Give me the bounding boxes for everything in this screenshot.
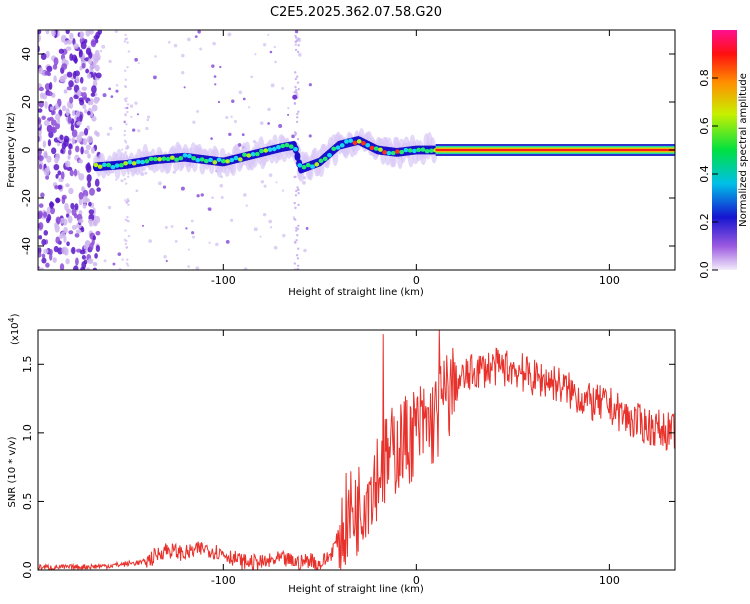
spectrogram-ticks: -100 0 100 -40 -20 0 20 40 bbox=[20, 30, 675, 287]
colorbar-tick-label: 0.6 bbox=[698, 117, 711, 135]
spectrogram-x-tick-label: 100 bbox=[599, 274, 620, 287]
spectrogram-y-tick-label: -20 bbox=[20, 189, 33, 207]
snr-multiplier: (x104) bbox=[7, 313, 21, 345]
colorbar: 0.0 0.2 0.4 0.6 0.8 Normalized spectral ampl… bbox=[698, 30, 749, 279]
spectrogram-y-tick-label: -40 bbox=[20, 237, 33, 255]
snr-x-label: Height of straight line (km) bbox=[288, 584, 424, 595]
snr-multiplier-base: (x10 bbox=[10, 322, 21, 345]
snr-y-label: SNR (10 * v/v) bbox=[7, 436, 18, 507]
snr-y-tick-label: 1.0 bbox=[21, 424, 34, 442]
colorbar-tick-label: 0.8 bbox=[698, 69, 711, 87]
snr-x-tick-label: 0 bbox=[413, 574, 420, 587]
colorbar-gradient bbox=[712, 30, 737, 270]
snr-y-tick-label: 1.5 bbox=[21, 356, 34, 374]
spectrogram-y-tick-label: 40 bbox=[20, 47, 33, 61]
spectrogram-spike bbox=[292, 94, 298, 100]
snr-line bbox=[38, 330, 675, 570]
snr-x-tick-label: -100 bbox=[211, 574, 236, 587]
snr-plot-area bbox=[38, 330, 675, 570]
colorbar-ticks: 0.0 0.2 0.4 0.6 0.8 bbox=[698, 69, 718, 279]
snr-y-tick-label: 0.5 bbox=[21, 493, 34, 511]
colorbar-tick-label: 0.2 bbox=[698, 213, 711, 231]
snr-panel: -100 0 100 0.0 0.5 1.0 1.5 Height of straight … bbox=[7, 313, 676, 595]
spectrogram-y-label: Frequency (Hz) bbox=[6, 112, 17, 188]
spectrogram-y-tick-label: 0 bbox=[20, 147, 33, 154]
chart-title: C2E5.2025.362.07.58.G20 bbox=[270, 5, 442, 20]
snr-frame bbox=[37, 329, 676, 571]
noise-speckle bbox=[38, 30, 312, 270]
tone-band-core bbox=[435, 148, 675, 152]
spectrogram-panel: -100 0 100 -40 -20 0 20 40 Height of straight l… bbox=[6, 29, 676, 298]
frequency-track bbox=[93, 138, 439, 170]
spectrogram-x-tick-label: -100 bbox=[211, 274, 236, 287]
colorbar-tick-label: 0.4 bbox=[698, 165, 711, 183]
spectrogram-y-tick-label: 20 bbox=[20, 95, 33, 109]
snr-x-tick-label: 100 bbox=[599, 574, 620, 587]
svg-text:(x104): (x104) bbox=[7, 313, 21, 345]
spectrogram-x-label: Height of straight line (km) bbox=[288, 287, 424, 298]
spectrogram-plot-area bbox=[38, 30, 675, 270]
colorbar-label: Normalized spectral amplitude bbox=[738, 73, 749, 227]
colorbar-tick-label: 0.0 bbox=[698, 261, 711, 279]
snr-multiplier-exp: 4 bbox=[7, 317, 16, 322]
snr-ticks: -100 0 100 0.0 0.5 1.0 1.5 bbox=[21, 330, 675, 587]
spectrogram-x-tick-label: 0 bbox=[413, 274, 420, 287]
snr-y-tick-label: 0.0 bbox=[21, 561, 34, 579]
